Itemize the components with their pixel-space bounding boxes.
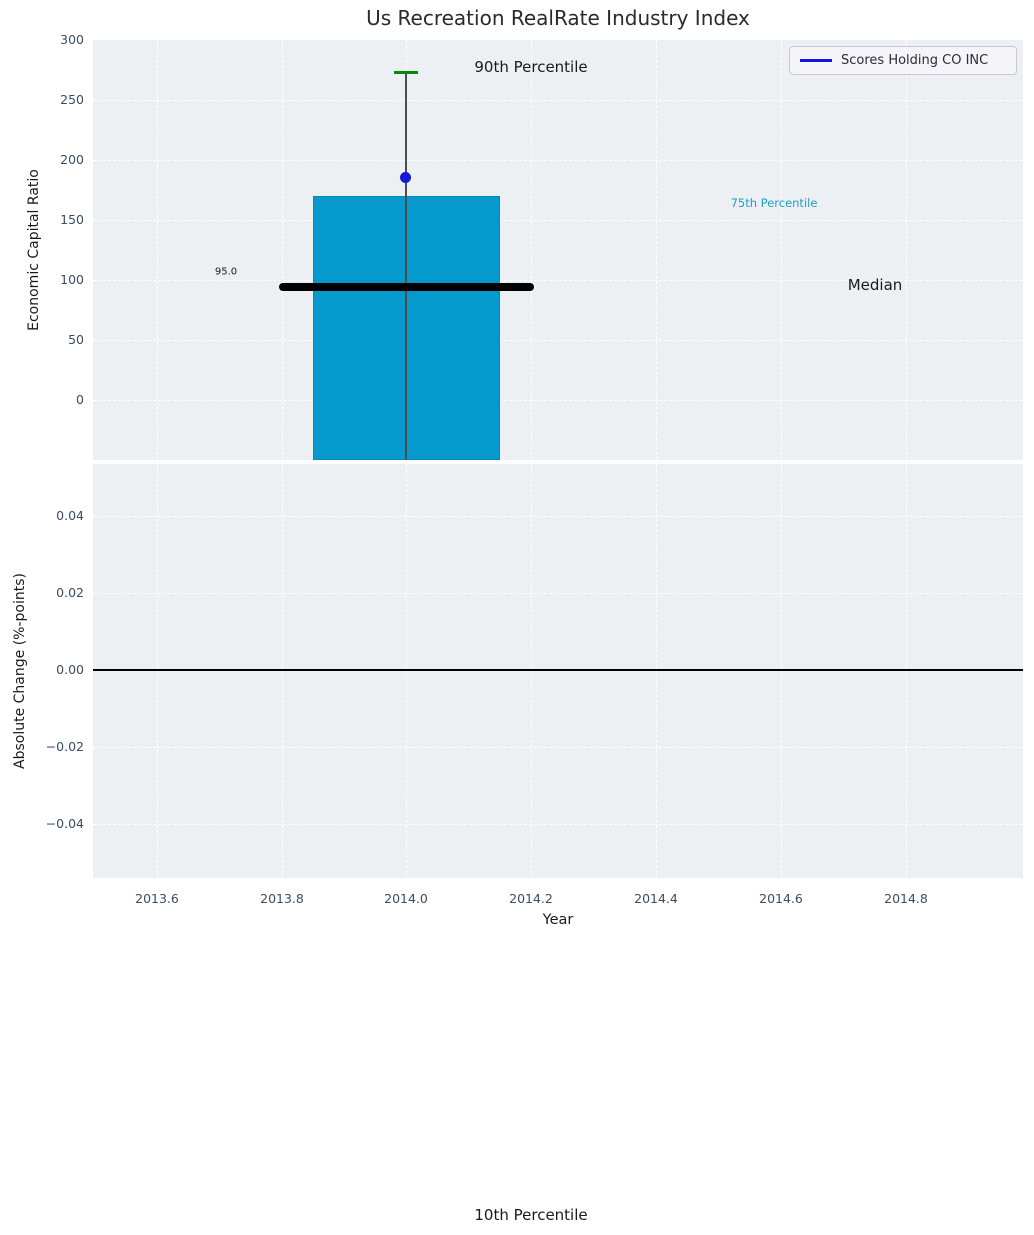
gridline (93, 516, 1023, 517)
annotation-90th-percentile: 90th Percentile (474, 58, 588, 76)
whisker-line (405, 73, 407, 460)
gridline (93, 824, 1023, 825)
gridline (93, 400, 1023, 401)
gridline (906, 40, 907, 460)
gridline (906, 464, 907, 878)
annotation-median: Median (847, 276, 903, 294)
gridline (781, 40, 782, 460)
gridline (93, 160, 1023, 161)
xtick-label: 2013.6 (135, 891, 179, 906)
gridline (93, 220, 1023, 221)
legend-line-swatch (800, 59, 832, 62)
ytick-label: 0.02 (56, 585, 84, 600)
annotation-10th-percentile: 10th Percentile (474, 1206, 588, 1224)
ytick-label: 100 (60, 272, 84, 287)
ytick-label: 0.00 (56, 662, 84, 677)
ytick-label: 0.04 (56, 508, 84, 523)
annotation-75th-percentile: 75th Percentile (730, 196, 818, 210)
ytick-label: 0 (76, 392, 84, 407)
median-line (279, 283, 534, 291)
gridline (656, 464, 657, 878)
xtick-label: 2014.0 (384, 891, 428, 906)
gridline (93, 747, 1023, 748)
top-y-axis-label: Economic Capital Ratio (26, 169, 42, 331)
legend: Scores Holding CO INC (789, 46, 1017, 75)
gridline (531, 464, 532, 878)
ytick-label: 200 (60, 152, 84, 167)
gridline (282, 464, 283, 878)
gridline (406, 464, 407, 878)
percentile-range-bar (313, 196, 500, 460)
top-plot-area (93, 40, 1023, 460)
annotation-median-value: 95.0 (214, 266, 238, 278)
gridline (157, 40, 158, 460)
gridline (93, 593, 1023, 594)
x-axis-label: Year (542, 912, 574, 928)
ytick-label: 50 (68, 332, 84, 347)
p90-cap-mark (394, 71, 418, 74)
legend-label: Scores Holding CO INC (841, 53, 989, 68)
gridline (781, 464, 782, 878)
ytick-label: 300 (60, 32, 84, 47)
gridline (282, 40, 283, 460)
gridline (531, 40, 532, 460)
gridline (93, 100, 1023, 101)
gridline (93, 280, 1023, 281)
xtick-label: 2014.2 (509, 891, 553, 906)
gridline (656, 40, 657, 460)
xtick-label: 2013.8 (260, 891, 304, 906)
ytick-label: −0.04 (45, 816, 84, 831)
ytick-label: 150 (60, 212, 84, 227)
gridline (93, 340, 1023, 341)
xtick-label: 2014.4 (634, 891, 678, 906)
ytick-label: −0.02 (45, 739, 84, 754)
xtick-label: 2014.8 (884, 891, 928, 906)
company-score-dot (400, 172, 411, 183)
zero-line (93, 669, 1023, 671)
ytick-label: 250 (60, 92, 84, 107)
bottom-y-axis-label: Absolute Change (%-points) (12, 573, 28, 769)
bottom-plot-area (93, 464, 1023, 878)
chart-title: Us Recreation RealRate Industry Index (366, 6, 750, 30)
xtick-label: 2014.6 (759, 891, 803, 906)
gridline (157, 464, 158, 878)
